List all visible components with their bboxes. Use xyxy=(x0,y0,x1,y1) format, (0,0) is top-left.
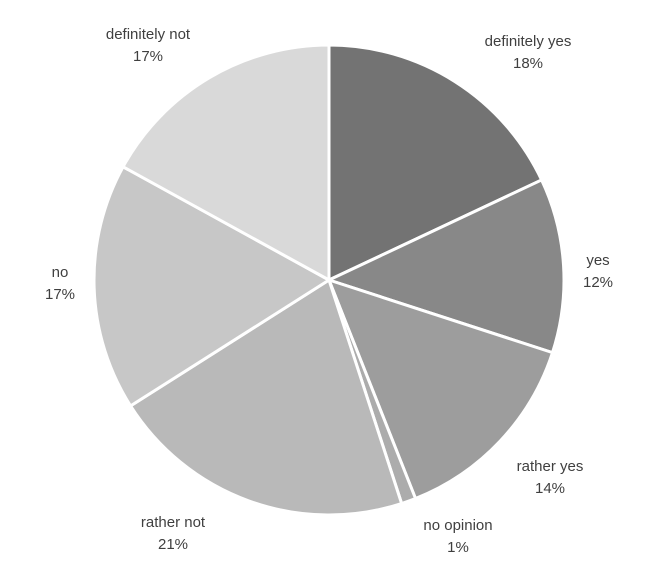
data-label-category: yes xyxy=(586,252,609,269)
data-label-percent: 14% xyxy=(535,480,565,497)
data-label-definitely-not: definitely not 17% xyxy=(106,26,191,65)
data-label-category: definitely not xyxy=(106,26,191,43)
data-label-category: no xyxy=(52,264,69,281)
pie-slice-rather-not xyxy=(129,278,404,517)
labels-group: definitely yes 18% yes 12% rather yes 14% no o… xyxy=(45,26,613,556)
data-label-rather-not: rather not 21% xyxy=(141,514,206,553)
data-label-yes: yes 12% xyxy=(583,252,613,291)
data-label-category: definitely yes xyxy=(485,33,572,50)
pie-slice-yes xyxy=(327,178,566,355)
data-label-no-opinion: no opinion 1% xyxy=(423,517,492,556)
data-label-category: rather yes xyxy=(517,458,584,475)
pie-slice-rather-yes xyxy=(327,278,554,500)
pie-slice-definitely-yes xyxy=(327,43,544,282)
data-label-percent: 18% xyxy=(513,55,543,72)
data-label-category: rather not xyxy=(141,514,206,531)
data-label-no: no 17% xyxy=(45,264,75,303)
data-label-category: no opinion xyxy=(423,517,492,534)
slices-group xyxy=(92,43,566,517)
data-label-percent: 12% xyxy=(583,274,613,291)
data-label-percent: 21% xyxy=(158,536,188,553)
pie-slice-no xyxy=(92,165,331,408)
data-label-percent: 17% xyxy=(45,286,75,303)
pie-slice-definitely-not xyxy=(121,43,331,282)
data-label-percent: 1% xyxy=(447,539,469,556)
data-label-definitely-yes: definitely yes 18% xyxy=(485,33,572,72)
data-label-rather-yes: rather yes 14% xyxy=(517,458,584,497)
data-label-percent: 17% xyxy=(133,48,163,65)
